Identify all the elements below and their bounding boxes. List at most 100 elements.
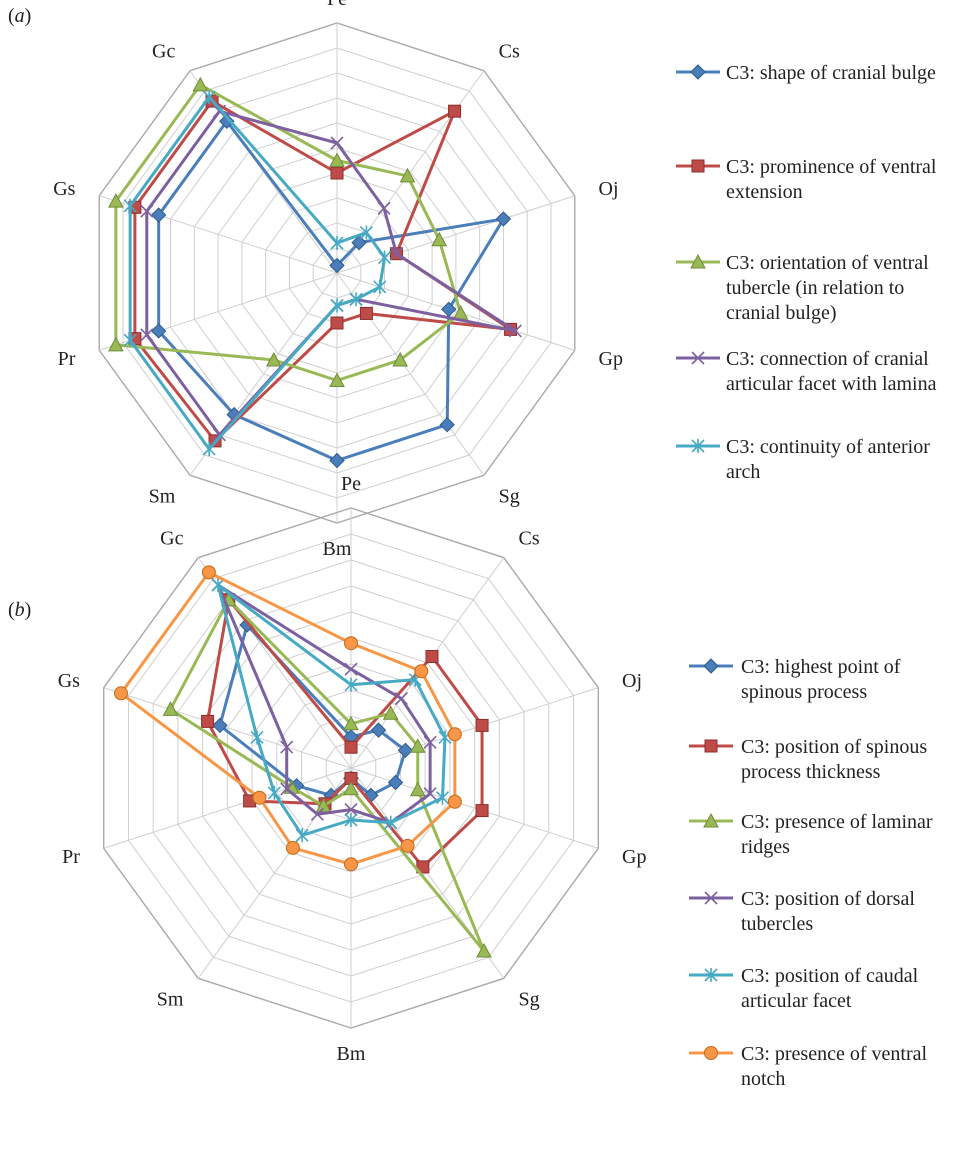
- data-point-sg: [476, 942, 492, 958]
- legend-marker: [704, 968, 718, 982]
- data-point-gc: [202, 90, 216, 105]
- legend-label: tubercles: [741, 913, 813, 935]
- legend-label: process thickness: [741, 761, 881, 783]
- data-point-pe: [330, 236, 344, 250]
- data-point-cs: [414, 664, 429, 679]
- data-point-gc: [201, 565, 216, 580]
- legend-marker: [691, 439, 705, 453]
- legend-label: C3: position of dorsal: [741, 888, 915, 910]
- axis-label-oj: Oj: [622, 670, 642, 692]
- data-point-pr: [150, 323, 167, 339]
- data-point-pe: [344, 636, 358, 651]
- data-point-pe: [329, 257, 345, 274]
- legend-label: C3: position of caudal: [741, 965, 919, 987]
- data-point-oj: [431, 231, 448, 247]
- legend-marker: [691, 351, 705, 365]
- axis-label-gc: Gc: [152, 41, 175, 63]
- data-point-sg: [400, 838, 415, 853]
- data-point-gp: [387, 774, 404, 791]
- axis-label-cs: Cs: [519, 527, 540, 549]
- legend-marker: [703, 812, 719, 828]
- axis-spoke: [103, 767, 352, 849]
- data-point-gs: [123, 198, 137, 213]
- data-point-cs: [399, 167, 416, 183]
- radar-chart-a: (a) Pe Cs Oj Gp Sg Bm Sm Pr Gs Gc C3: shape of cran…: [8, 0, 937, 560]
- axis-spoke: [350, 687, 599, 769]
- axis-spoke: [103, 687, 352, 769]
- axis-spoke: [336, 272, 575, 351]
- axis-label-pe: Pe: [341, 473, 361, 495]
- legend-item: C3: highest point of spinous process: [689, 656, 901, 703]
- data-point-gs: [162, 701, 179, 716]
- legend-marker: [690, 253, 706, 269]
- data-point-pe: [330, 136, 344, 150]
- legend-label: C3: presence of ventral: [741, 1043, 927, 1065]
- data-point-gp: [373, 279, 387, 294]
- data-point-oj: [475, 718, 489, 732]
- data-point-bm: [344, 857, 358, 872]
- legend-label: extension: [726, 181, 803, 203]
- legend-marker: [704, 891, 718, 905]
- data-point-cs: [382, 705, 399, 720]
- legend-label: notch: [741, 1068, 785, 1090]
- data-point-oj: [389, 247, 404, 261]
- data-point-gp: [447, 794, 462, 809]
- axis-label-gp: Gp: [599, 348, 623, 370]
- data-point-sg: [384, 815, 398, 830]
- data-point-cs: [448, 104, 462, 118]
- data-point-cs: [351, 234, 367, 251]
- axis-label-sm: Sm: [149, 485, 176, 507]
- legend-marker: [704, 1046, 718, 1060]
- data-point-sm: [295, 828, 309, 843]
- data-point-bm: [329, 372, 345, 387]
- data-point-oj: [409, 738, 426, 753]
- legend-item: C3: presence of ventral notch: [689, 1043, 927, 1090]
- legend-item: C3: prominence of ventral extension: [676, 156, 937, 203]
- data-point-gc: [211, 578, 225, 592]
- series-3: [162, 591, 492, 958]
- series-2: [128, 94, 518, 448]
- axis-label-pr: Pr: [62, 846, 80, 868]
- data-point-pr: [123, 333, 137, 348]
- data-point-pr: [280, 782, 294, 796]
- data-point-oj: [495, 211, 512, 227]
- data-point-gc: [192, 76, 209, 92]
- legend-item: C3: orientation of ventral tubercle (in r…: [676, 252, 929, 324]
- legend-label: C3: position of spinous: [741, 736, 927, 758]
- axis-label-bm: Bm: [337, 1043, 366, 1065]
- data-point-cs: [370, 722, 387, 738]
- data-point-cs: [425, 650, 439, 664]
- data-point-pr: [252, 790, 267, 805]
- data-point-gs: [150, 207, 167, 223]
- series-3: [108, 76, 469, 387]
- legend-marker: [690, 64, 706, 80]
- legend-label: C3: orientation of ventral: [726, 252, 929, 274]
- legend-label: ridges: [741, 836, 790, 858]
- axis-spoke: [336, 272, 485, 476]
- legend-label: C3: prominence of ventral: [726, 156, 937, 178]
- data-point-gs: [114, 686, 129, 701]
- series-6: [114, 565, 462, 872]
- data-point-cs: [394, 692, 408, 706]
- series-5: [123, 90, 392, 456]
- axis-spoke: [197, 557, 352, 769]
- data-point-sg: [392, 351, 409, 367]
- data-point-bm: [330, 316, 344, 330]
- legend-item: C3: presence of laminar ridges: [689, 811, 933, 858]
- data-point-gp: [508, 324, 522, 338]
- axis-label-gs: Gs: [58, 670, 80, 692]
- data-point-oj: [423, 735, 437, 749]
- data-point-pe: [329, 152, 345, 167]
- data-point-sm: [202, 441, 216, 456]
- legend-item: C3: position of dorsal tubercles: [689, 888, 915, 935]
- panel-label: (a): [8, 5, 31, 27]
- data-point-gs: [201, 714, 215, 728]
- data-point-sm: [315, 797, 332, 813]
- data-point-gp: [409, 781, 426, 797]
- data-point-bm: [344, 803, 358, 817]
- legend-label: arch: [726, 461, 760, 483]
- legend-marker: [703, 658, 719, 674]
- axis-label-oj: Oj: [599, 178, 619, 200]
- data-point-bm: [330, 298, 344, 313]
- legend-label: C3: continuity of anterior: [726, 436, 930, 458]
